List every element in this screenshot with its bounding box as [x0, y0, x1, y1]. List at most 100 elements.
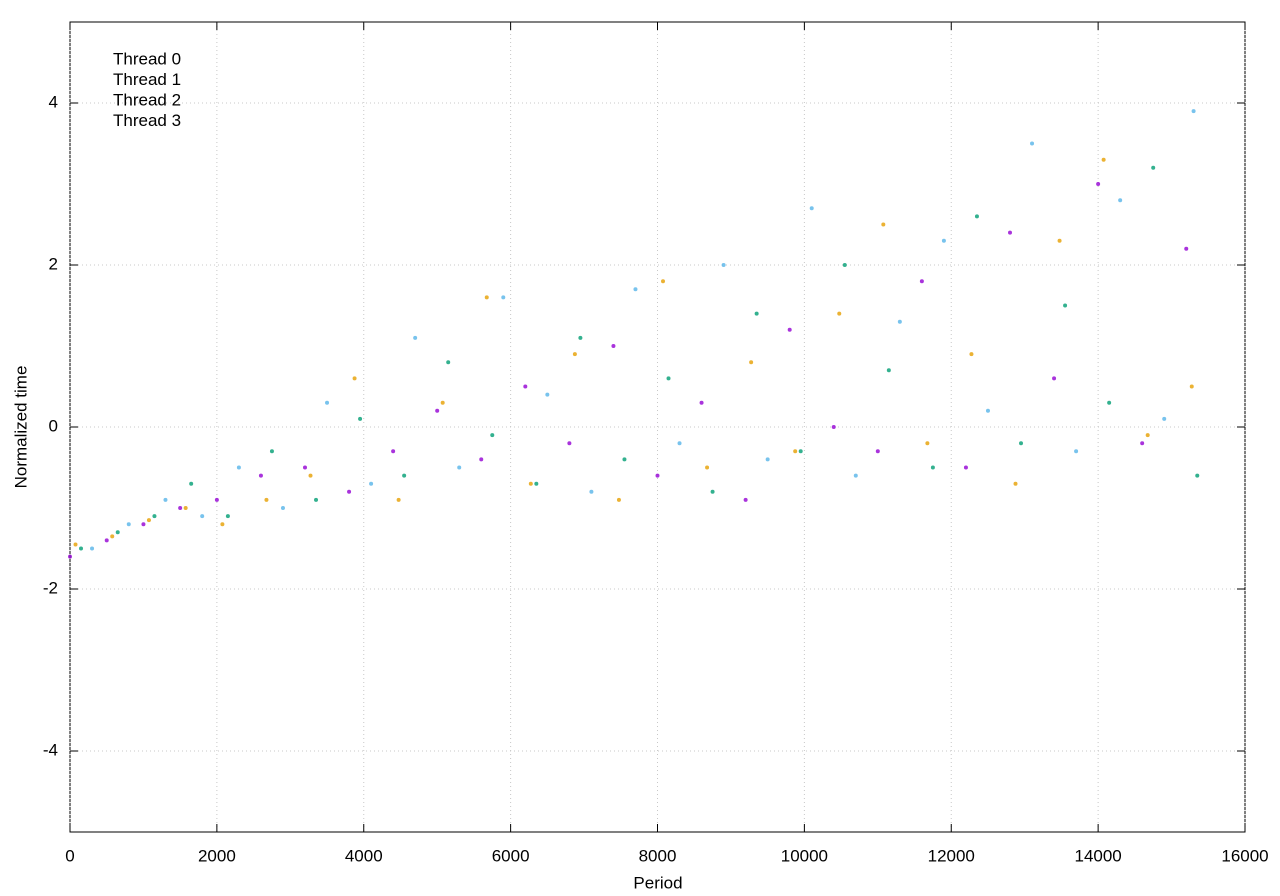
point: [963, 465, 968, 470]
point: [754, 311, 759, 316]
point: [200, 514, 205, 519]
legend-label: Thread 2: [113, 90, 181, 109]
point: [236, 465, 241, 470]
point: [1063, 303, 1068, 308]
point: [68, 554, 72, 559]
point: [749, 360, 754, 365]
point: [534, 481, 539, 486]
point: [853, 473, 858, 478]
point: [1151, 165, 1156, 170]
x-tick-label: 0: [65, 846, 74, 865]
point: [1162, 416, 1167, 421]
point: [721, 263, 726, 267]
point: [809, 206, 814, 211]
point: [369, 481, 374, 486]
point: [831, 425, 836, 429]
x-tick-label: 10000: [781, 846, 828, 865]
x-tick-label: 2000: [198, 846, 236, 865]
point: [787, 327, 792, 332]
point: [479, 457, 484, 462]
y-tick-label: 4: [49, 92, 58, 111]
point: [886, 368, 891, 373]
x-axis-label: Period: [633, 873, 682, 892]
point: [1074, 449, 1079, 454]
point: [413, 335, 418, 340]
point: [163, 497, 168, 502]
x-tick-label: 14000: [1074, 846, 1121, 865]
point: [842, 263, 847, 267]
point: [110, 534, 115, 539]
point: [358, 416, 363, 421]
point: [308, 473, 313, 478]
point: [146, 518, 151, 523]
point: [930, 465, 935, 470]
point: [793, 449, 798, 454]
point: [1096, 182, 1101, 186]
x-tick-label: 8000: [639, 846, 677, 865]
point: [90, 546, 95, 551]
point: [264, 497, 269, 502]
point: [104, 538, 109, 543]
point: [189, 481, 194, 486]
y-tick-label: 2: [49, 254, 58, 273]
x-tick-label: 16000: [1221, 846, 1268, 865]
point: [269, 449, 274, 454]
point: [183, 506, 188, 510]
point: [578, 335, 583, 340]
y-tick-label: -4: [43, 740, 58, 759]
point: [765, 457, 770, 462]
point: [837, 311, 842, 316]
y-tick-label: 0: [49, 416, 58, 435]
point: [633, 287, 638, 292]
point: [572, 352, 577, 357]
point: [897, 319, 902, 324]
point: [79, 546, 84, 551]
x-tick-label: 12000: [928, 846, 975, 865]
point: [881, 222, 886, 227]
point: [214, 497, 219, 502]
point: [1013, 481, 1018, 486]
point: [152, 514, 157, 519]
point: [523, 384, 528, 389]
point: [314, 497, 319, 502]
point: [280, 506, 285, 510]
point: [1008, 230, 1012, 235]
point: [622, 457, 627, 462]
point: [347, 489, 352, 494]
point: [567, 441, 572, 446]
point: [1052, 376, 1057, 381]
point: [141, 522, 146, 527]
point: [1191, 109, 1196, 114]
point: [1019, 441, 1024, 446]
point: [391, 449, 396, 454]
point: [919, 279, 924, 284]
point: [1101, 157, 1106, 162]
point: [402, 473, 407, 478]
legend-label: Thread 0: [113, 49, 181, 68]
point: [661, 279, 666, 284]
point: [352, 376, 357, 381]
point: [126, 522, 131, 527]
point: [710, 489, 715, 494]
point: [743, 497, 748, 502]
y-tick-label: -2: [43, 578, 58, 597]
point: [1145, 433, 1150, 438]
point: [969, 352, 974, 357]
point: [545, 392, 550, 397]
point: [677, 441, 682, 446]
point: [611, 344, 616, 348]
point: [1189, 384, 1194, 389]
point: [655, 473, 660, 478]
point: [1195, 473, 1200, 478]
point: [220, 522, 225, 527]
x-tick-label: 4000: [345, 846, 383, 865]
point: [1184, 246, 1189, 251]
point: [616, 497, 621, 502]
legend-label: Thread 1: [113, 70, 181, 89]
y-axis-label: Normalized time: [11, 366, 30, 489]
point: [699, 400, 704, 405]
point: [875, 449, 880, 454]
point: [325, 400, 330, 405]
point: [178, 506, 183, 510]
point: [115, 530, 120, 535]
